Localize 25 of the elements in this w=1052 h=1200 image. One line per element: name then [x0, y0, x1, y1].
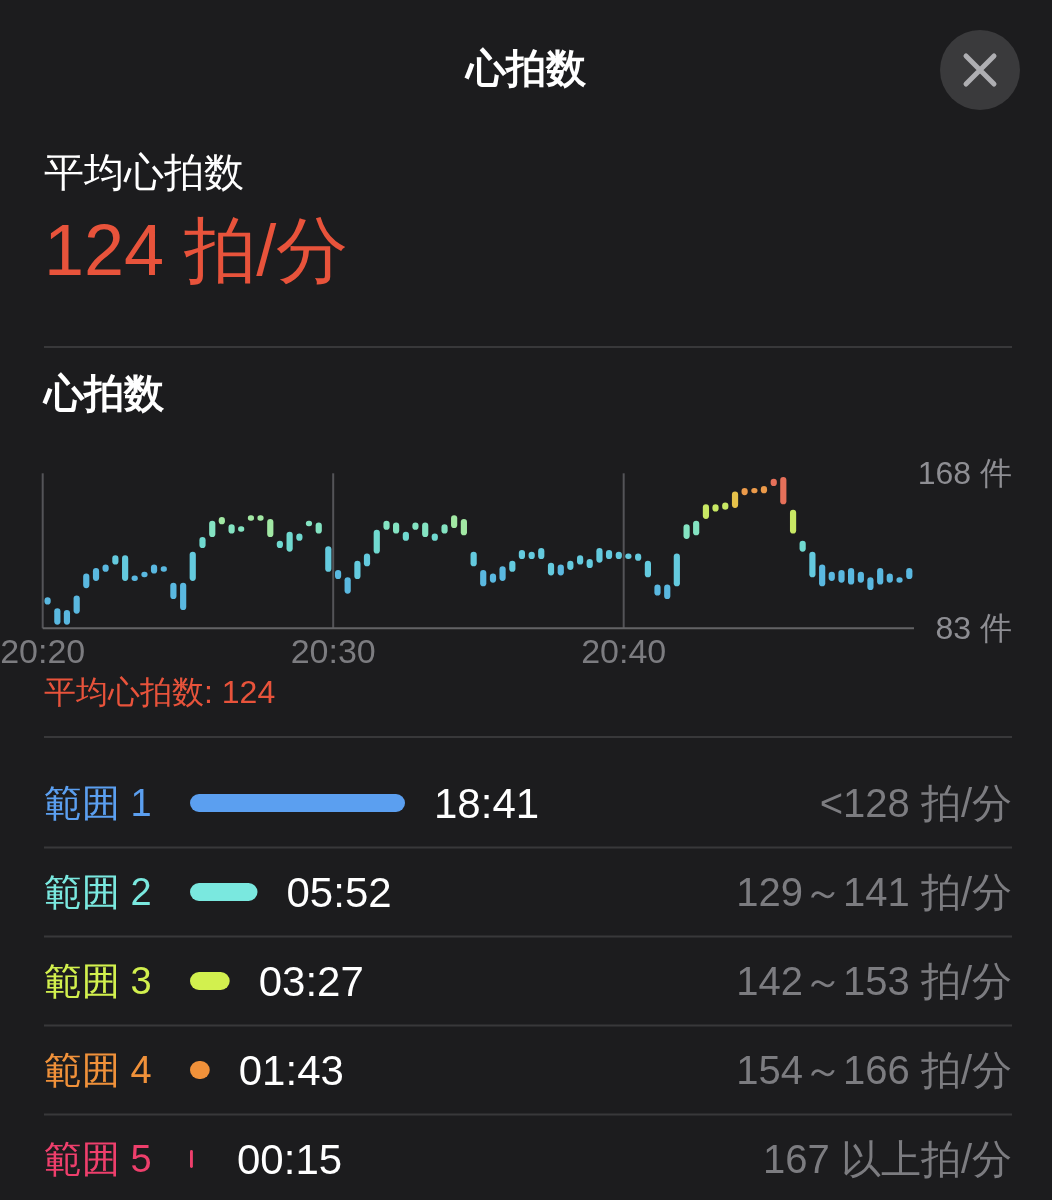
x-tick-label: 20:40 — [581, 632, 667, 671]
category-label: 範囲 1 — [44, 782, 152, 824]
category-label: 範囲 5 — [44, 1138, 152, 1180]
category-label: 範囲 2 — [44, 871, 152, 913]
annotation: 124 拍/分 — [44, 210, 349, 290]
value-label: 00:15 — [237, 1135, 343, 1183]
title: 心拍数 — [44, 371, 164, 415]
value-label: 03:27 — [258, 957, 364, 1005]
annotation: <128 拍/分 — [819, 781, 1012, 825]
annotation: 平均心拍数: 124 — [44, 674, 276, 711]
y-tick-label: 168 件 — [917, 455, 1012, 492]
annotation: 129～141 拍/分 — [736, 870, 1012, 914]
category-label: 範囲 4 — [44, 1049, 152, 1091]
value-label: 05:52 — [286, 868, 392, 916]
annotation: 167 以上拍/分 — [763, 1137, 1012, 1181]
value-label: 18:41 — [434, 779, 540, 827]
category-label: 範囲 3 — [44, 960, 152, 1002]
y-tick-label: 83 件 — [935, 610, 1012, 647]
annotation: 平均心拍数 — [44, 150, 244, 194]
value-label: 01:43 — [238, 1046, 344, 1094]
x-tick-label: 20:30 — [290, 632, 376, 671]
annotation: 142～153 拍/分 — [736, 959, 1012, 1003]
title: 心拍数 — [466, 46, 586, 90]
x-tick-label: 20:20 — [0, 632, 86, 671]
annotation: 154～166 拍/分 — [736, 1048, 1012, 1092]
